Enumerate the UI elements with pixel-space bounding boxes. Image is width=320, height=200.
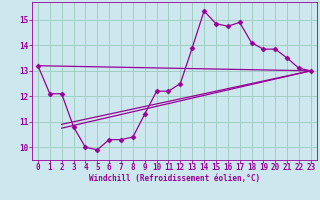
X-axis label: Windchill (Refroidissement éolien,°C): Windchill (Refroidissement éolien,°C): [89, 174, 260, 183]
